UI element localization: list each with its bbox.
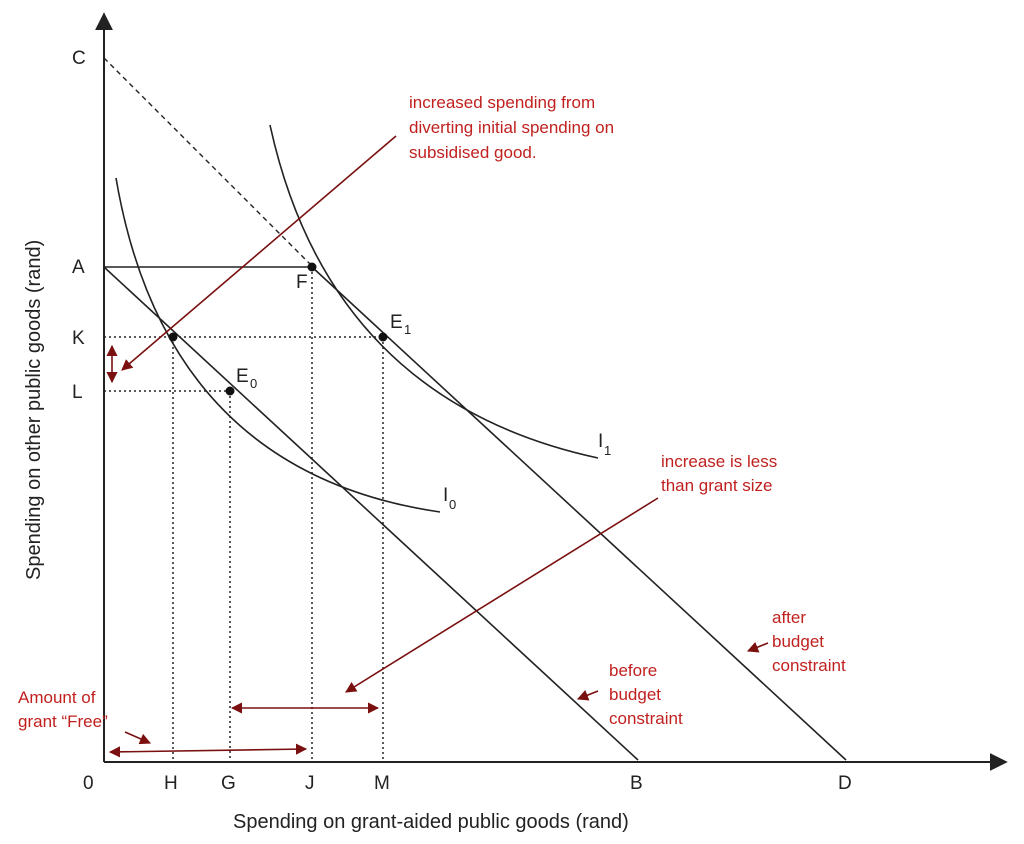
point-E1 — [378, 332, 388, 342]
label-G: G — [221, 773, 236, 794]
indifference-curve-I0 — [115, 177, 441, 513]
note-diverting-line3: subsidised good. — [409, 143, 537, 162]
indifference-curve-I1 — [269, 124, 599, 459]
note-before-line1: before — [609, 661, 657, 680]
label-E0-subscript: 0 — [250, 376, 257, 391]
note-after-line1: after — [772, 608, 806, 627]
label-D: D — [838, 773, 852, 794]
note-after-line2: budget — [772, 632, 824, 651]
label-I1-subscript: 1 — [604, 443, 611, 458]
label-B: B — [630, 773, 643, 794]
label-E1-subscript: 1 — [404, 322, 411, 337]
after-budget-line-F-D — [311, 266, 847, 761]
point-E0 — [225, 386, 235, 396]
note-increase-line1: increase is less — [661, 452, 777, 471]
dashed-line-C-F — [103, 57, 313, 267]
label-origin: 0 — [83, 773, 94, 794]
arrow-grant-free-pointer — [124, 731, 152, 745]
note-grant-line1: Amount of — [18, 688, 96, 707]
label-L: L — [72, 382, 83, 403]
x-axis-title: Spending on grant-aided public goods (ra… — [233, 811, 629, 833]
point-H-K — [168, 332, 178, 342]
label-F: F — [296, 272, 308, 293]
note-diverting-line2: diverting initial spending on — [409, 118, 614, 137]
label-I0: I — [443, 485, 448, 506]
label-M: M — [374, 773, 390, 794]
note-before-line2: budget — [609, 685, 661, 704]
arrow-increase-less — [345, 497, 659, 693]
label-I0-subscript: 0 — [449, 497, 456, 512]
arrow-before-budget — [576, 690, 599, 701]
label-E0: E — [236, 366, 249, 387]
note-increase-line2: than grant size — [661, 476, 773, 495]
arrow-grant-free-span — [108, 743, 308, 758]
label-A: A — [72, 257, 85, 278]
note-diverting-line1: increased spending from — [409, 93, 595, 112]
before-budget-line-A-B — [103, 266, 639, 761]
label-J: J — [305, 773, 315, 794]
label-E1: E — [390, 312, 403, 333]
label-H: H — [164, 773, 178, 794]
note-before-line3: constraint — [609, 709, 683, 728]
label-I1: I — [598, 431, 603, 452]
arrow-diverting-spending — [121, 135, 397, 371]
note-grant-line2: grant “Free” — [18, 712, 108, 731]
point-F — [307, 262, 317, 272]
label-C: C — [72, 48, 86, 69]
y-axis-title: Spending on other public goods (rand) — [23, 240, 45, 580]
note-after-line3: constraint — [772, 656, 846, 675]
arrow-after-budget — [746, 642, 769, 653]
label-K: K — [72, 328, 85, 349]
